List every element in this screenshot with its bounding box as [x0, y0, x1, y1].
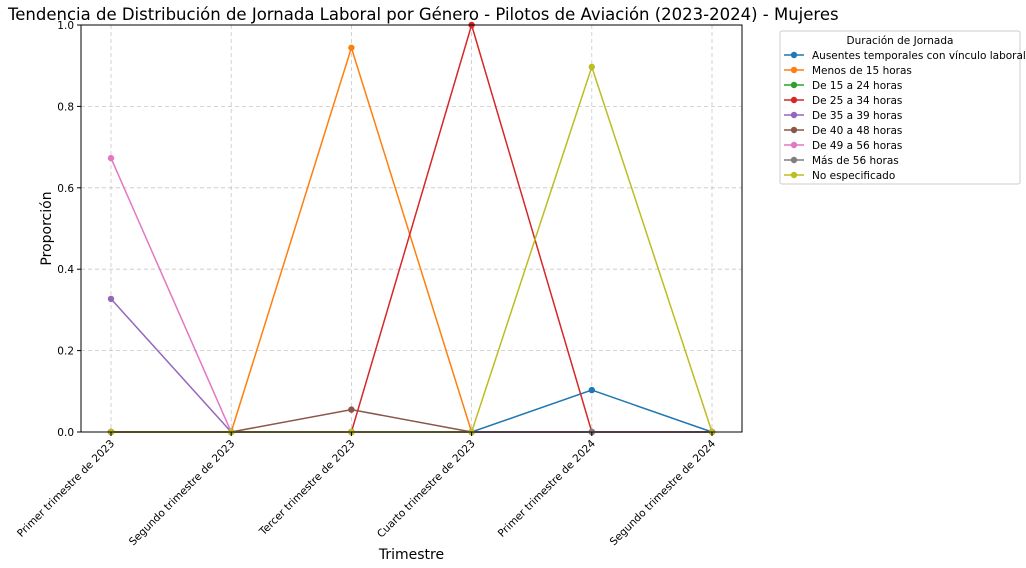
data-point: [588, 63, 595, 71]
legend: Duración de Jornada Ausentes temporales …: [779, 30, 1026, 185]
x-axis: Primer trimestre de 2023 Segundo trimestr…: [15, 432, 718, 548]
legend-marker: [790, 156, 798, 164]
y-tick-label: 1.0: [57, 20, 74, 32]
legend-marker: [790, 66, 798, 74]
legend-item: Más de 56 horas: [784, 155, 899, 167]
series-2: [107, 44, 716, 436]
x-tick-label: Tercer trimestre de 2023: [257, 438, 358, 539]
legend-item: Menos de 15 horas: [784, 65, 912, 77]
x-tick-label: Primer trimestre de 2023: [15, 438, 117, 540]
data-point: [348, 44, 355, 51]
data-point: [348, 406, 355, 413]
x-axis-label: Trimestre: [378, 547, 444, 563]
legend-item: Ausentes temporales con vínculo laboral: [784, 50, 1026, 62]
series-lines: [107, 21, 716, 436]
legend-label: Menos de 15 horas: [812, 65, 912, 77]
series-6: [107, 406, 716, 436]
legend-frame: [779, 30, 1021, 185]
y-tick-label: 0.2: [57, 346, 74, 358]
legend-marker: [790, 96, 798, 104]
legend-label: De 25 a 34 horas: [812, 95, 902, 107]
y-axis-label: Proporción: [39, 191, 55, 265]
series-line: [111, 64, 713, 433]
legend-marker: [790, 171, 798, 179]
series-9: [107, 63, 716, 436]
legend-item: De 15 a 24 horas: [784, 80, 902, 92]
legend-item: De 40 a 48 horas: [784, 125, 902, 137]
legend-label: De 49 a 56 horas: [812, 140, 902, 152]
series-1: [107, 386, 716, 436]
y-tick-label: 0.6: [57, 183, 74, 195]
legend-label: De 40 a 48 horas: [812, 125, 902, 137]
x-tick-label: Segundo trimestre de 2024: [608, 437, 719, 548]
x-tick-label: Primer trimestre de 2024: [496, 437, 598, 539]
data-point: [588, 386, 595, 394]
legend-label: De 35 a 39 horas: [812, 110, 902, 122]
legend-item: De 35 a 39 horas: [784, 110, 902, 122]
x-tick-label: Segundo trimestre de 2023: [127, 438, 237, 548]
y-axis: 0.0 0.2 0.4 0.6 0.8 1.0: [57, 20, 81, 439]
data-point: [107, 295, 115, 303]
legend-label: Ausentes temporales con vínculo laboral: [812, 50, 1026, 62]
y-tick-label: 0.0: [57, 427, 74, 439]
series-line: [111, 389, 713, 433]
legend-marker: [790, 81, 798, 89]
series-line: [111, 45, 712, 433]
series-5: [107, 295, 716, 436]
legend-marker: [790, 126, 798, 134]
chart-title: Tendencia de Distribución de Jornada Lab…: [7, 5, 839, 24]
y-tick-label: 0.8: [57, 101, 74, 113]
series-line: [111, 408, 712, 433]
legend-label: De 15 a 24 horas: [812, 80, 902, 92]
data-point: [107, 154, 115, 162]
series-line: [110, 157, 712, 433]
legend-item: De 49 a 56 horas: [784, 140, 902, 152]
legend-item: De 25 a 34 horas: [784, 95, 902, 107]
legend-title: Duración de Jornada: [847, 35, 954, 47]
legend-label: Más de 56 horas: [812, 155, 899, 167]
x-tick-label: Cuarto trimestre de 2023: [375, 438, 478, 541]
legend-item: No especificado: [784, 170, 895, 182]
legend-marker: [790, 111, 798, 119]
legend-label: No especificado: [812, 170, 895, 182]
legend-marker: [790, 51, 798, 59]
series-line: [111, 22, 712, 433]
series-4: [107, 21, 716, 436]
series-line: [110, 298, 712, 433]
legend-marker: [790, 141, 798, 149]
plot-frame: [80, 24, 743, 433]
series-7: [107, 154, 716, 436]
y-tick-label: 0.4: [57, 264, 74, 276]
